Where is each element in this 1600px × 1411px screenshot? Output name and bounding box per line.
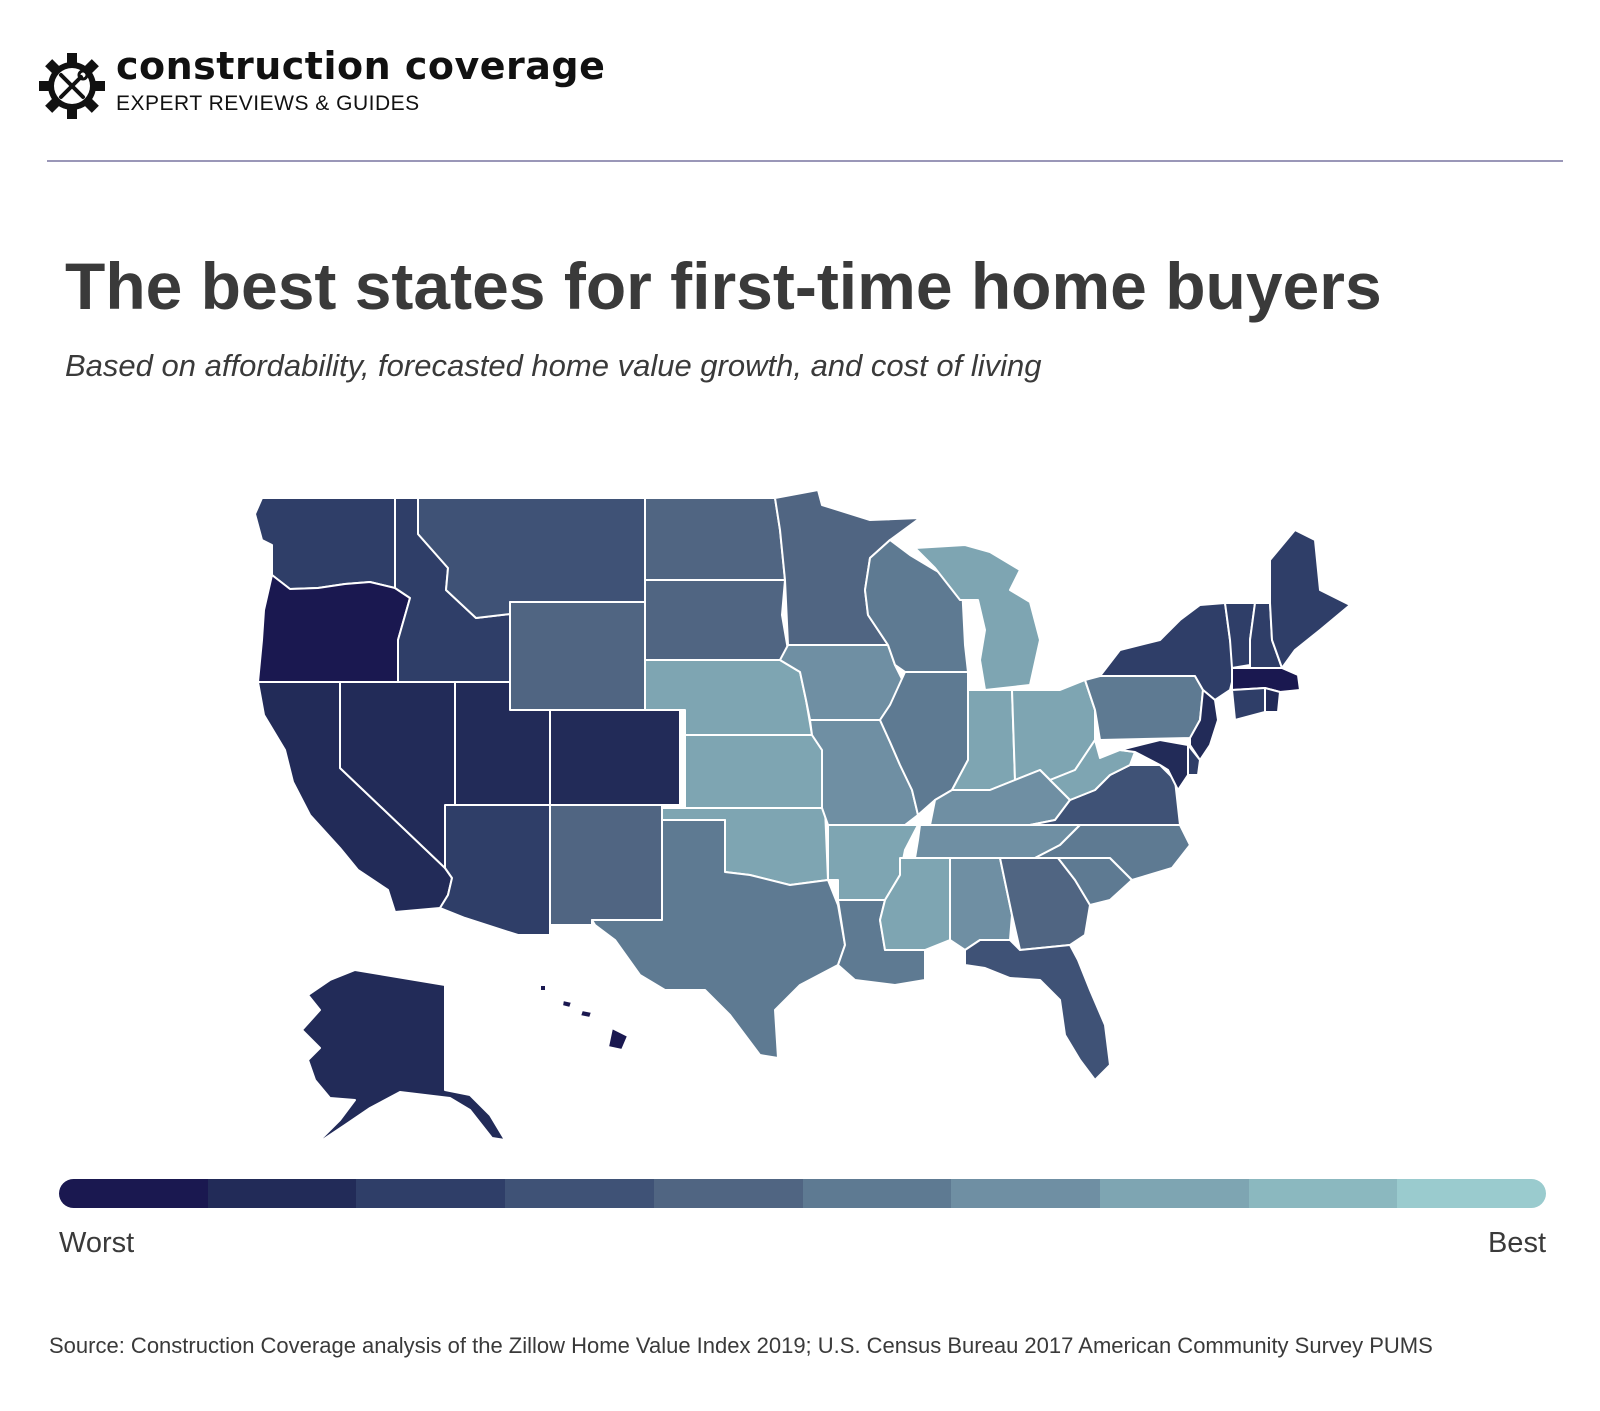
state-CO — [549, 709, 681, 806]
state-CT — [1231, 687, 1266, 721]
state-ME — [1269, 529, 1351, 669]
legend-segment-2 — [207, 1179, 357, 1208]
source-note: Source: Construction Coverage analysis o… — [49, 1333, 1433, 1358]
state-MD — [1119, 739, 1189, 791]
legend-best-label: Best — [1487, 1227, 1546, 1259]
state-FL — [964, 939, 1111, 1081]
state-NC — [1034, 824, 1191, 881]
state-RI — [1264, 687, 1281, 713]
state-KS — [684, 734, 823, 809]
page-title: The best states for first-time home buye… — [65, 249, 1382, 323]
state-ND — [644, 497, 786, 581]
state-NM — [549, 804, 663, 926]
state-TX — [591, 819, 846, 1059]
state-WA — [254, 497, 396, 590]
brand-header: construction coverage EXPERT REVIEWS & G… — [38, 44, 738, 124]
state-AZ — [439, 804, 551, 936]
legend-worst-label: Worst — [59, 1227, 135, 1259]
legend-segment-7 — [951, 1179, 1100, 1208]
brand-name: construction coverage — [116, 44, 606, 88]
state-HI — [607, 1027, 629, 1051]
legend-segment-5 — [653, 1179, 803, 1208]
state-MI — [914, 544, 1041, 691]
state-OR — [257, 574, 411, 683]
legend-segment-8 — [1099, 1179, 1249, 1208]
state-PA — [1084, 675, 1204, 741]
gear-wrench-screwdriver-icon — [39, 53, 105, 119]
state-WY — [509, 601, 646, 711]
brand-tagline: EXPERT REVIEWS & GUIDES — [116, 92, 420, 115]
state-HI-island-1 — [539, 984, 547, 992]
legend-segment-10 — [1397, 1179, 1546, 1208]
header-divider — [47, 160, 1563, 162]
legend-segment-6 — [802, 1179, 952, 1208]
legend-segment-9 — [1248, 1179, 1398, 1208]
state-HI-island-2 — [561, 999, 573, 1009]
legend-segment-1 — [59, 1179, 208, 1208]
legend-segment-4 — [505, 1179, 654, 1208]
legend-color-scale — [59, 1179, 1546, 1208]
state-SD — [644, 579, 789, 661]
page-subtitle: Based on affordability, forecasted home … — [65, 348, 1042, 383]
state-AK — [301, 969, 506, 1146]
state-HI-island-3 — [579, 1009, 593, 1019]
legend-segment-3 — [356, 1179, 506, 1208]
